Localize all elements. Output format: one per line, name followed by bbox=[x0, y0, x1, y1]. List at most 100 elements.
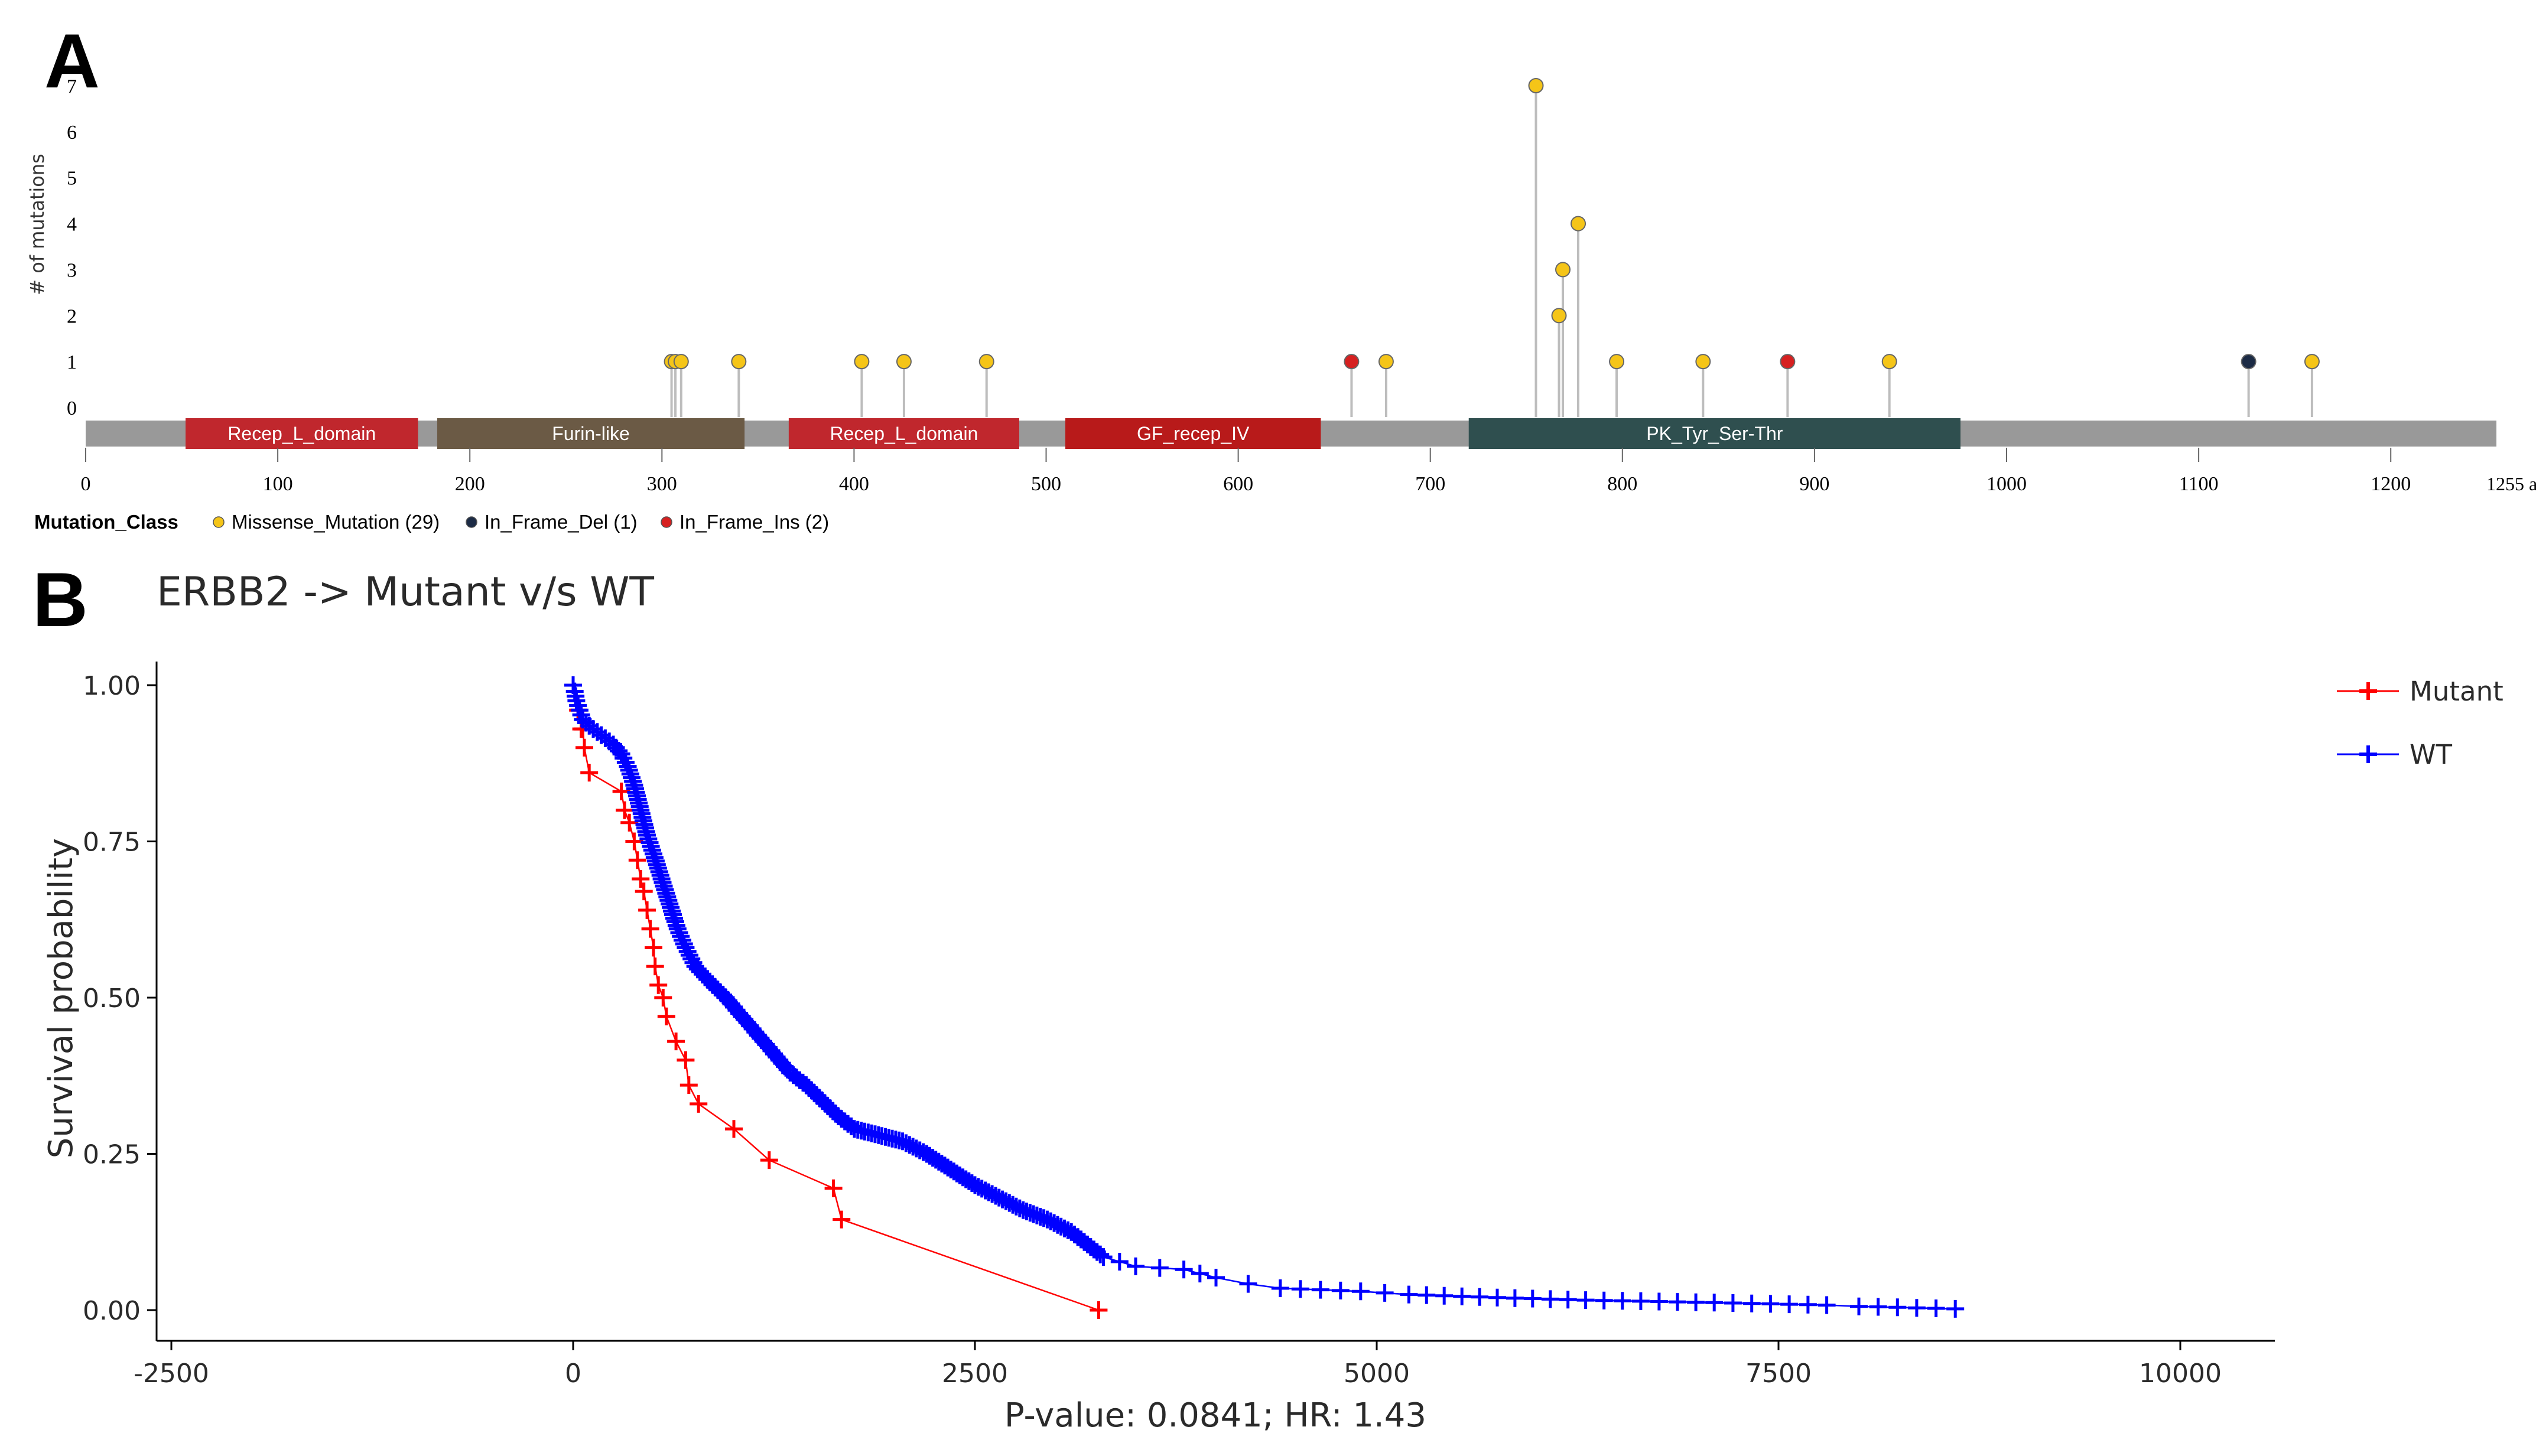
x-tick-label: 700 bbox=[1415, 473, 1445, 495]
x-tick-label: 0 bbox=[81, 473, 91, 495]
censor-mark-mutant bbox=[641, 920, 659, 938]
y-tick-label: 6 bbox=[67, 122, 77, 144]
x-tick-label: 1100 bbox=[2179, 473, 2219, 495]
mutation-marker bbox=[1571, 216, 1586, 232]
panel-a-letter: A bbox=[44, 18, 100, 104]
censor-mark-mutant bbox=[667, 1032, 685, 1051]
x-tick-label: 100 bbox=[263, 473, 293, 495]
domain-box bbox=[788, 418, 1019, 449]
censor-mark-wt bbox=[1110, 1253, 1129, 1271]
censor-mark-wt bbox=[670, 924, 688, 942]
censor-mark-wt bbox=[1191, 1265, 1209, 1283]
x-tick-label: 1200 bbox=[2371, 473, 2411, 495]
domain-label: Recep_L_domain bbox=[830, 423, 978, 444]
censor-mark-wt bbox=[1094, 1248, 1113, 1266]
legend-swatch-inframe-del bbox=[466, 516, 477, 528]
domain: Recep_L_domain bbox=[788, 418, 1019, 449]
censor-mark-wt bbox=[1780, 1295, 1799, 1314]
censor-mark-mutant bbox=[677, 1051, 695, 1069]
y-tick-label: 1 bbox=[67, 351, 77, 373]
mutation-marker bbox=[1551, 308, 1567, 324]
censor-mark-mutant bbox=[725, 1120, 743, 1138]
censor-mark-mutant bbox=[645, 939, 662, 957]
censor-mark-wt bbox=[1311, 1281, 1329, 1299]
km-x-tick-label: 2500 bbox=[942, 1359, 1008, 1389]
censor-mark-mutant bbox=[628, 851, 646, 869]
censor-mark-wt bbox=[615, 749, 633, 767]
censor-mark-wt bbox=[1351, 1282, 1370, 1301]
censor-mark-wt bbox=[1175, 1260, 1193, 1279]
censor-mark-wt bbox=[1453, 1287, 1471, 1305]
km-axes bbox=[155, 662, 2275, 1342]
panel-a: A # of mutations 0 1 2 3 4 5 6 7 Recep_L_domain… bbox=[26, 18, 2536, 533]
km-y-tick-label: 0.25 bbox=[83, 1140, 141, 1170]
domain-label: Furin-like bbox=[552, 423, 630, 444]
panel-a-y-axis: 0 1 2 3 4 5 6 7 bbox=[67, 76, 77, 419]
censor-mark-wt bbox=[1761, 1295, 1780, 1313]
censor-mark-wt bbox=[1650, 1292, 1668, 1311]
censor-mark-wt bbox=[1239, 1275, 1257, 1293]
mutation-marker bbox=[1881, 354, 1897, 370]
censor-mark-wt bbox=[1400, 1285, 1418, 1304]
censor-mark-mutant bbox=[649, 976, 668, 994]
km-curves bbox=[564, 676, 1965, 1319]
panel-b-letter: B bbox=[32, 556, 88, 643]
censor-mark-mutant bbox=[679, 1076, 698, 1095]
mutation-marker bbox=[1378, 354, 1394, 370]
censor-mark-wt bbox=[674, 931, 691, 949]
domain-label: Recep_L_domain bbox=[227, 423, 376, 444]
censor-mark-wt bbox=[1471, 1288, 1489, 1306]
km-y-tick-label: 1.00 bbox=[83, 671, 141, 701]
censor-mark-wt bbox=[1799, 1295, 1817, 1314]
y-tick-label: 0 bbox=[67, 398, 77, 419]
censor-mark-wt bbox=[677, 939, 695, 957]
km-y-ticks: 0.00 0.25 0.50 0.75 1.00 bbox=[83, 671, 157, 1326]
panel-b: B ERBB2 -> Mutant v/s WT 0.00 0.25 0.50 0.7… bbox=[32, 556, 2504, 1435]
censor-mark-mutant bbox=[635, 882, 653, 901]
censor-mark-wt bbox=[672, 927, 690, 946]
mutation-marker bbox=[1344, 354, 1360, 370]
censor-mark-wt bbox=[1927, 1299, 1945, 1317]
censor-mark-wt bbox=[1687, 1293, 1705, 1311]
domain: PK_Tyr_Ser-Thr bbox=[1468, 418, 1960, 449]
censor-mark-mutant bbox=[657, 1007, 675, 1025]
km-y-tick-label: 0.50 bbox=[83, 983, 141, 1014]
legend-title: Mutation_Class bbox=[34, 511, 178, 533]
km-x-tick-label: 0 bbox=[565, 1359, 581, 1389]
km-x-label: P-value: 0.0841; HR: 1.43 bbox=[1004, 1396, 1426, 1435]
x-tick-label: 500 bbox=[1031, 473, 1061, 495]
mutation-marker bbox=[1609, 354, 1625, 370]
mutation-marker bbox=[1695, 354, 1711, 370]
censor-mark-wt bbox=[1724, 1294, 1742, 1312]
x-tick-label: 800 bbox=[1607, 473, 1637, 495]
x-tick-label: 900 bbox=[1799, 473, 1829, 495]
legend-label-inframe-del: In_Frame_Del (1) bbox=[485, 511, 638, 533]
domain-label: GF_recep_IV bbox=[1137, 423, 1250, 444]
domain: GF_recep_IV bbox=[1065, 418, 1321, 449]
mutation-marker bbox=[673, 354, 689, 370]
censor-mark-mutant bbox=[760, 1151, 778, 1170]
y-tick-label: 3 bbox=[67, 259, 77, 281]
censor-mark-wt bbox=[1127, 1257, 1145, 1275]
censor-mark-mutant bbox=[616, 801, 633, 819]
censor-mark-mutant bbox=[654, 989, 672, 1007]
domain-box bbox=[437, 418, 745, 449]
censor-mark-mutant bbox=[632, 870, 650, 888]
x-tick-label: 300 bbox=[647, 473, 677, 495]
censor-mark-wt bbox=[1150, 1259, 1169, 1277]
censor-mark-wt bbox=[1376, 1284, 1394, 1302]
mutation-marker bbox=[2304, 354, 2320, 370]
censor-mark-wt bbox=[1869, 1298, 1887, 1316]
domain-box bbox=[186, 418, 418, 449]
censor-mark-wt bbox=[1669, 1293, 1686, 1311]
legend-swatch-missense bbox=[213, 516, 225, 528]
km-x-tick-label: 5000 bbox=[1344, 1359, 1410, 1389]
series-wt bbox=[564, 676, 1965, 1318]
censor-mark-wt bbox=[1576, 1291, 1595, 1310]
censor-mark-wt bbox=[668, 920, 687, 938]
censor-mark-wt bbox=[1631, 1292, 1650, 1310]
domain-box bbox=[1065, 418, 1321, 449]
censor-mark-wt bbox=[1506, 1289, 1524, 1307]
panel-a-x-axis: 0 100 200 300 400 500 600 700 800 900 1000 1100 1200 bbox=[81, 448, 2411, 495]
